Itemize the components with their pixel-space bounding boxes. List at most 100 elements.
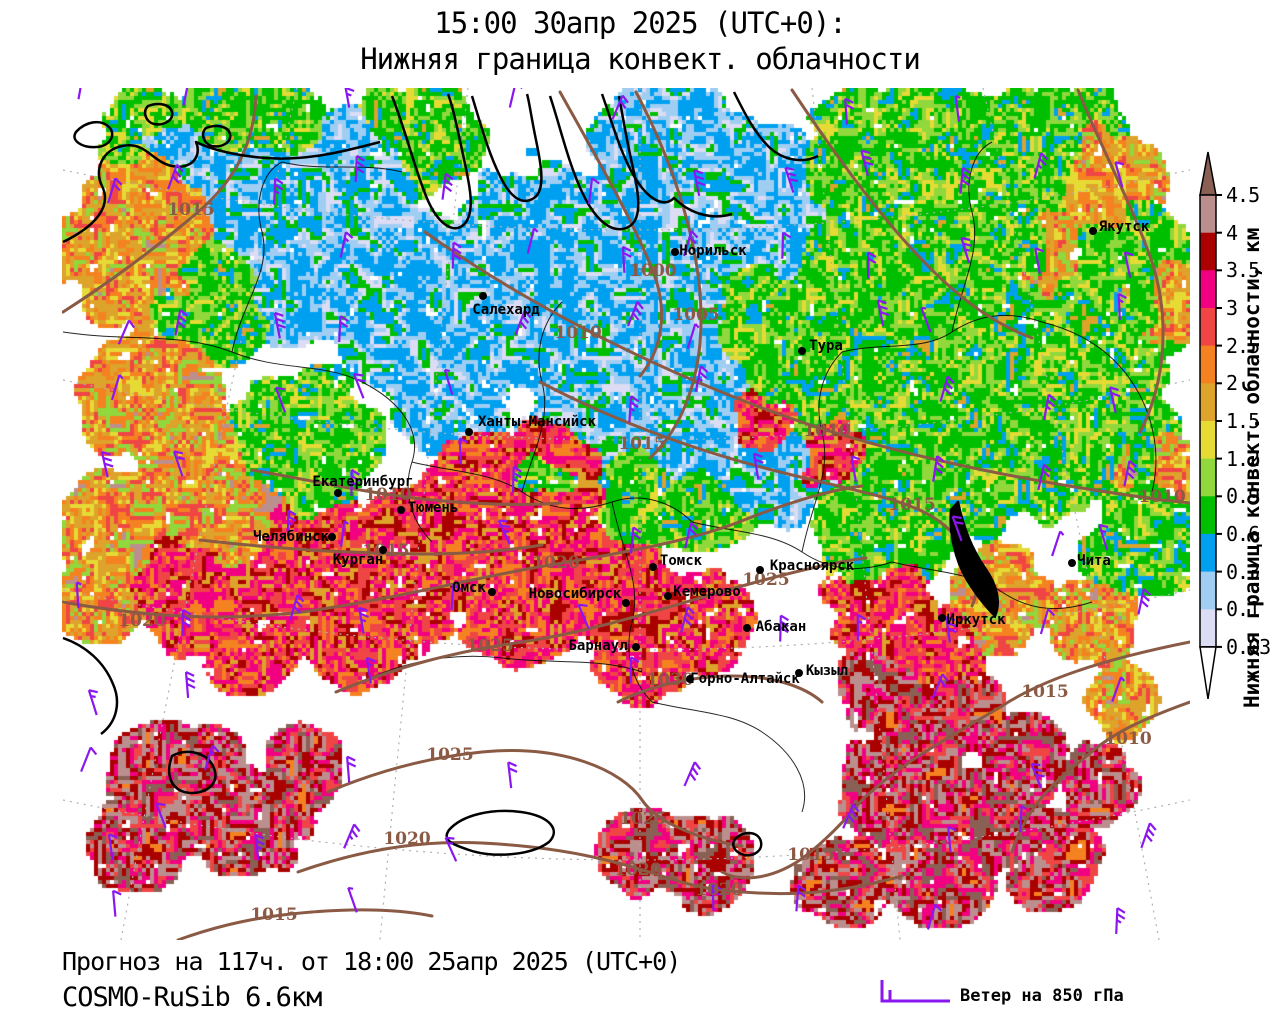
wind-barb (779, 614, 789, 642)
wind-barb (80, 746, 98, 773)
wind-legend-label: Ветер на 850 гПа (960, 986, 1124, 1006)
map-overlay (62, 88, 1190, 940)
colorbar-arrow-top (1199, 151, 1217, 196)
wind-barb (684, 522, 699, 549)
wind-barb (167, 163, 184, 190)
wind-barb (254, 833, 265, 861)
isobar-value-label: 1010 (364, 485, 412, 505)
wind-barb (354, 154, 365, 182)
city-marker (488, 588, 496, 596)
isobar-value-label: 1010 (1104, 729, 1152, 749)
wind-barb (344, 88, 355, 108)
city-marker (664, 592, 672, 600)
map-area: 1015 1000 1005 1010 1010 1015 1010 1015 1020 1015… (62, 88, 1190, 940)
city-marker (1089, 227, 1097, 235)
wind-barb (1019, 805, 1027, 833)
wind-barb (451, 241, 462, 269)
wind-barb (629, 656, 640, 684)
city-label: Красноярск (769, 558, 855, 574)
isobar-value-label: 1020 (118, 611, 166, 631)
wind-barb (1137, 588, 1152, 615)
wind-barb (274, 386, 287, 413)
wind-barb (577, 603, 590, 630)
isobar-value-label: 1010 (1138, 487, 1186, 507)
wind-barb (683, 230, 699, 257)
colorbar-tick-label: 1.5 (1226, 408, 1260, 433)
wind-barb (273, 177, 284, 205)
city-label: Абакан (755, 619, 807, 635)
colorbar-segment (1200, 458, 1216, 497)
wind-barb (1033, 152, 1049, 179)
wind-barb (939, 375, 955, 402)
wind-barbs (75, 88, 1157, 934)
wind-barb (110, 374, 124, 401)
wind-barb (795, 884, 807, 912)
wind-barb (273, 311, 287, 339)
wind-barb (352, 373, 366, 399)
city-marker (686, 675, 694, 683)
wind-barb (508, 88, 523, 108)
wind-barb (155, 802, 167, 829)
wind-barb (184, 671, 196, 698)
wind-barb (1098, 524, 1109, 551)
page-title: 15:00 30апр 2025 (UTC+0): (434, 6, 847, 40)
wind-barb (1034, 247, 1045, 274)
wind-barb (621, 245, 632, 273)
isobar-value-label: 1000 (629, 261, 677, 281)
city-label: Челябинск (253, 529, 329, 545)
wind-barb (338, 315, 349, 343)
city-marker (798, 347, 806, 355)
colorbar-segment (1200, 609, 1216, 648)
wind-barb (286, 509, 297, 537)
colorbar-tick-label: 3 (1226, 295, 1238, 320)
wind-barb (856, 613, 867, 641)
colorbar-tick-label: 2 (1226, 371, 1238, 396)
city-label: Курган (332, 552, 384, 568)
wind-barb (107, 833, 118, 861)
isobar-value-label: 1020 (695, 880, 743, 900)
colorbar-tick-label: 4 (1226, 220, 1238, 245)
isobar-value-label: 1025 (619, 809, 667, 829)
wind-barb (1123, 459, 1137, 487)
wind-barb (680, 606, 695, 633)
wind-barb (511, 465, 522, 493)
wind-barb (844, 97, 855, 125)
isobar-value-label: 1020 (532, 553, 580, 573)
wind-barb (443, 368, 454, 396)
isobar-contours (62, 88, 1190, 940)
colorbar-segment (1200, 421, 1216, 460)
wind-barb (526, 227, 539, 254)
wind-barb (289, 594, 305, 621)
wind-barb (444, 836, 458, 862)
city-label: Салехард (472, 302, 540, 318)
colorbar-segment (1200, 383, 1216, 422)
wind-barb (87, 689, 98, 716)
isobar-value-label: 1020 (614, 860, 662, 880)
colorbar-tick-label: 4.5 (1226, 183, 1260, 207)
city-label: Екатеринбург (312, 474, 414, 490)
city-marker (795, 669, 803, 677)
city-marker (328, 533, 336, 541)
isobar-value-label: 1015 (787, 845, 835, 865)
wind-barb (107, 177, 123, 204)
city-label: Кызыл (805, 663, 849, 679)
wind-barb (860, 149, 874, 177)
wind-barb (172, 450, 185, 477)
wind-barb (458, 437, 469, 465)
colorbar-tick-label: 0.03 (1226, 634, 1271, 659)
wind-barb (507, 761, 518, 789)
city-label: Норильск (679, 243, 747, 259)
wind-barb (693, 169, 706, 197)
colorbar-tick-label: 0.3 (1226, 559, 1260, 584)
wind-barb (626, 301, 644, 327)
wind-barb (1039, 608, 1056, 635)
wind-barb (850, 455, 861, 482)
city-label: Томск (659, 553, 703, 569)
city-marker (649, 563, 657, 571)
city-label: Барнаул (568, 638, 628, 654)
wind-barb (945, 615, 957, 643)
colorbar-tick-label: 0.1 (1226, 597, 1260, 622)
wind-barb (1117, 292, 1128, 320)
wind-barb (365, 656, 376, 684)
